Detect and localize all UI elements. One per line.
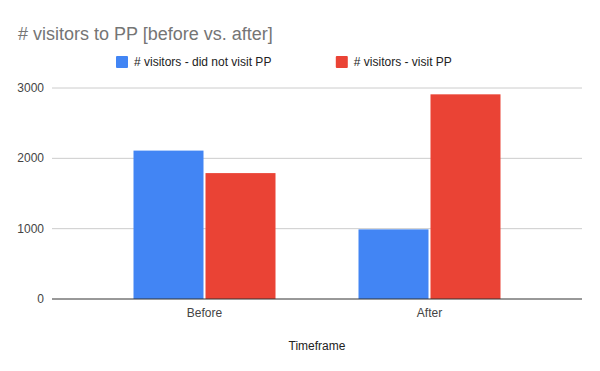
grid-line [52,158,582,159]
y-tick-label: 1000 [17,222,44,236]
bar [359,229,429,299]
bar [134,151,204,299]
grid-line [52,88,582,89]
background [0,0,600,371]
legend-swatch [336,56,348,68]
bars [134,94,501,299]
x-tick-label: Before [187,306,223,320]
chart-svg: # visitors to PP [before vs. after] # vis… [0,0,600,371]
legend-swatch [116,56,128,68]
legend-label: # visitors - did not visit PP [134,55,271,69]
x-tick-label: After [417,306,442,320]
bar [431,94,501,299]
y-tick-label: 3000 [17,81,44,95]
x-axis-line [52,299,582,300]
legend-label: # visitors - visit PP [354,55,452,69]
title: # visitors to PP [before vs. after] [18,24,273,44]
bar [206,173,276,299]
y-tick-label: 2000 [17,151,44,165]
x-axis-title: Timeframe [289,339,346,353]
legend: # visitors - did not visit PP # visitors … [116,55,452,69]
chart-container: # visitors to PP [before vs. after] # vis… [0,0,600,371]
y-tick-label: 0 [37,292,44,306]
grid-line [52,228,582,229]
